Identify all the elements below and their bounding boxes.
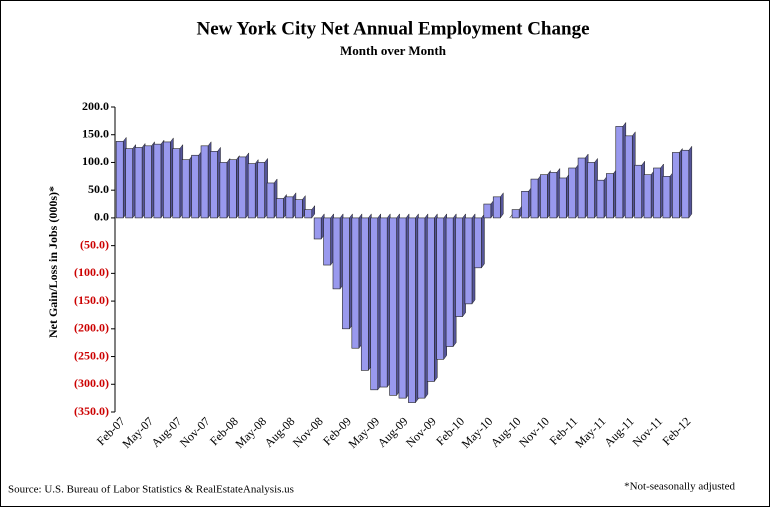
bar bbox=[577, 157, 586, 219]
bar bbox=[549, 172, 558, 219]
y-tick-label: (50.0) bbox=[80, 237, 109, 251]
bar bbox=[144, 145, 152, 219]
bar bbox=[464, 217, 473, 305]
bar bbox=[332, 217, 341, 290]
bar bbox=[389, 217, 397, 396]
bar bbox=[115, 141, 124, 219]
bar bbox=[653, 167, 661, 219]
note: *Not-seasonally adjusted bbox=[624, 481, 735, 493]
bar bbox=[181, 159, 190, 219]
bar bbox=[294, 199, 303, 219]
bar bbox=[587, 162, 595, 219]
bar bbox=[379, 217, 388, 388]
y-tick-label: (150.0) bbox=[74, 293, 109, 307]
bar bbox=[163, 141, 171, 219]
bar bbox=[351, 217, 360, 349]
bar bbox=[342, 217, 350, 330]
bar bbox=[408, 217, 416, 403]
bar bbox=[558, 177, 567, 219]
bar bbox=[426, 217, 435, 382]
bar bbox=[304, 209, 313, 219]
bar bbox=[672, 152, 680, 219]
y-axis-label: Net Gain/Loss in Jobs (000s)* bbox=[46, 186, 60, 338]
bar bbox=[492, 196, 501, 219]
y-tick-label: 0.0 bbox=[94, 210, 109, 224]
bar-side bbox=[688, 145, 693, 219]
bar bbox=[257, 162, 265, 219]
bar bbox=[398, 217, 407, 399]
bar bbox=[370, 217, 379, 391]
bar bbox=[360, 217, 369, 371]
y-tick-label: (200.0) bbox=[74, 321, 109, 335]
bar bbox=[662, 176, 671, 219]
bar bbox=[313, 217, 322, 240]
bar bbox=[200, 145, 209, 219]
bar bbox=[153, 143, 162, 219]
bar bbox=[474, 217, 482, 269]
bar bbox=[210, 151, 218, 219]
bar bbox=[436, 217, 445, 360]
bar bbox=[228, 159, 237, 219]
bar bbox=[323, 217, 331, 266]
bar bbox=[606, 173, 614, 219]
bar bbox=[596, 179, 605, 219]
bar bbox=[238, 156, 247, 219]
bar bbox=[134, 147, 143, 219]
y-tick-label: (100.0) bbox=[74, 265, 109, 279]
y-tick-label: (350.0) bbox=[74, 404, 109, 418]
bar bbox=[643, 174, 652, 219]
bar bbox=[247, 163, 256, 219]
bar bbox=[624, 135, 633, 219]
bar-side bbox=[500, 192, 504, 219]
bar bbox=[455, 217, 463, 317]
bar bbox=[530, 178, 539, 219]
y-tick-label: (300.0) bbox=[74, 376, 109, 390]
bar bbox=[125, 148, 133, 219]
bar bbox=[445, 217, 454, 347]
bar bbox=[568, 167, 577, 219]
y-tick-label: 200.0 bbox=[82, 99, 109, 113]
bar bbox=[276, 198, 284, 219]
y-tick-label: (250.0) bbox=[74, 348, 109, 362]
bar bbox=[172, 148, 181, 219]
bar bbox=[483, 203, 492, 219]
y-tick-label: 150.0 bbox=[82, 126, 109, 140]
bar bbox=[540, 174, 548, 219]
bar bbox=[285, 196, 294, 219]
bar bbox=[615, 126, 624, 219]
bar bbox=[417, 217, 426, 399]
bar bbox=[191, 154, 199, 219]
bar bbox=[521, 190, 529, 219]
bar bbox=[266, 182, 275, 219]
bar bbox=[681, 149, 690, 219]
y-tick-label: 50.0 bbox=[88, 182, 109, 196]
bar bbox=[219, 162, 228, 219]
bar bbox=[511, 209, 520, 219]
bar-side bbox=[481, 213, 485, 269]
chart-subtitle: Month over Month bbox=[340, 43, 447, 58]
chart-title: New York City Net Annual Employment Chan… bbox=[196, 18, 589, 39]
bar bbox=[634, 164, 642, 219]
y-tick-label: 100.0 bbox=[82, 154, 109, 168]
source: Source: U.S. Bureau of Labor Statistics … bbox=[8, 484, 294, 496]
